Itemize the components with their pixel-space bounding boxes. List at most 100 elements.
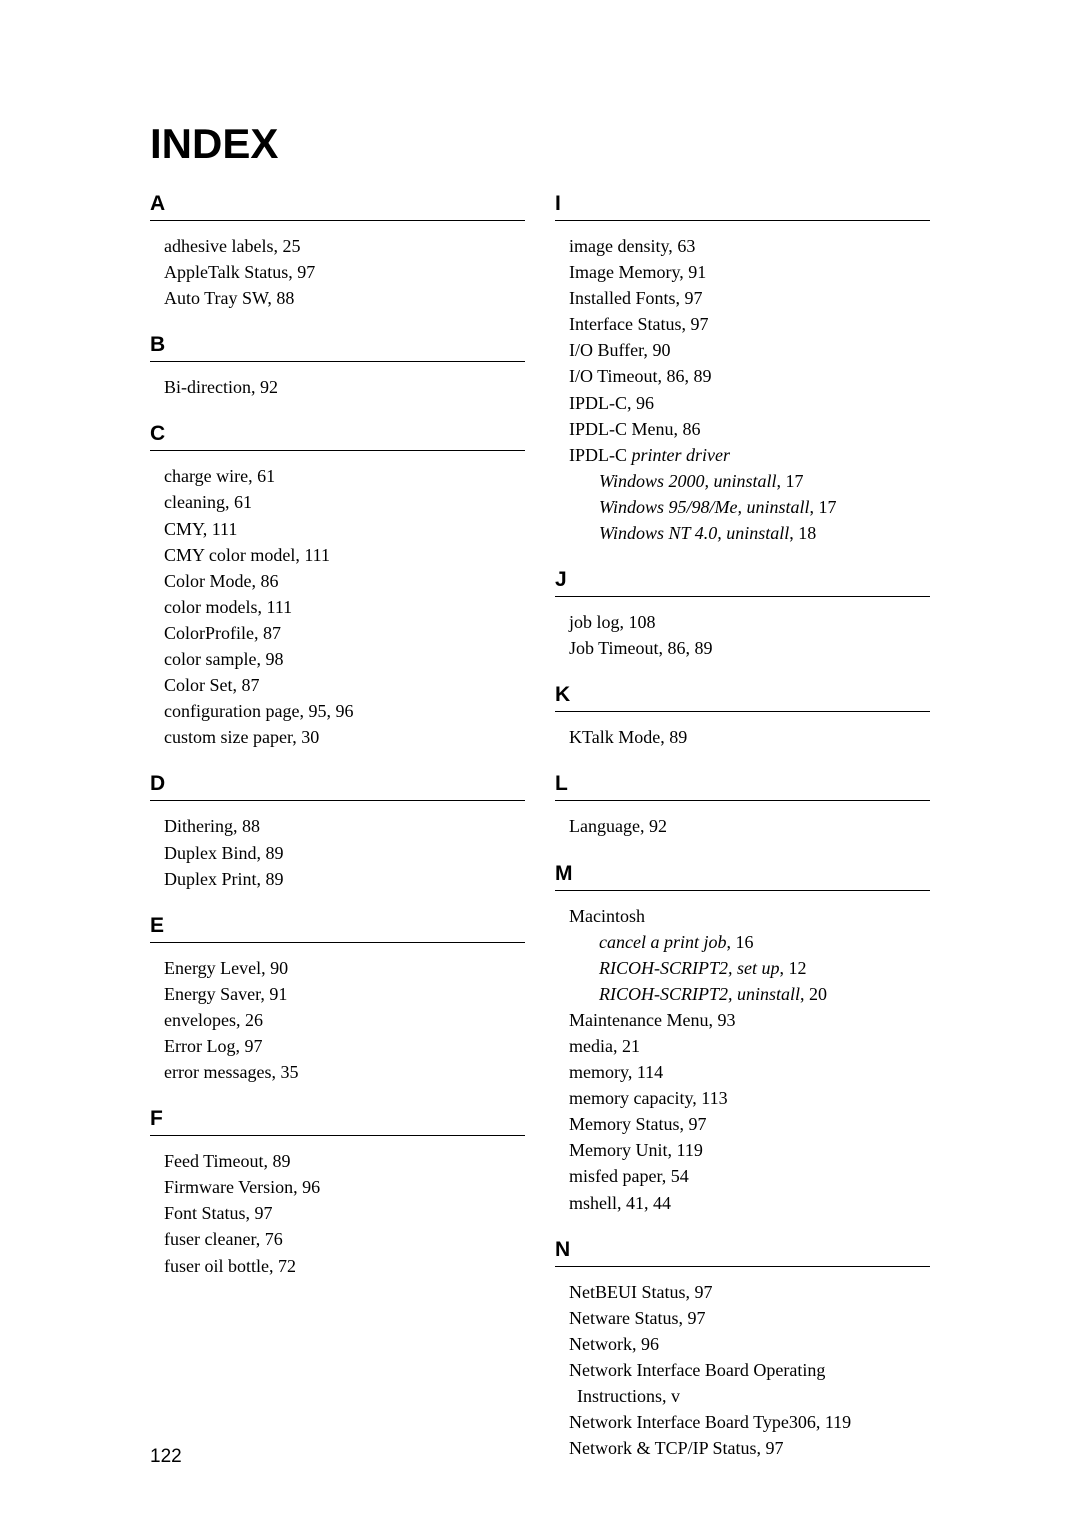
index-entry: color sample, 98 xyxy=(150,646,525,672)
index-entry: Interface Status, 97 xyxy=(555,311,930,337)
index-entry: Maintenance Menu, 93 xyxy=(555,1007,930,1033)
entry-text: media, xyxy=(569,1036,617,1056)
entry-sub-text: RICOH-SCRIPT2, uninstall xyxy=(599,984,800,1004)
entry-text: Font Status, xyxy=(164,1203,250,1223)
index-entry: charge wire, 61 xyxy=(150,463,525,489)
index-entry: misfed paper, 54 xyxy=(555,1163,930,1189)
entry-text: Firmware Version, xyxy=(164,1177,298,1197)
entry-text: Memory Unit, xyxy=(569,1140,672,1160)
section-letter: C xyxy=(150,422,525,451)
page-reference: 91 xyxy=(688,262,706,282)
entry-text: CMY, xyxy=(164,519,207,539)
index-entry: fuser cleaner, 76 xyxy=(150,1226,525,1252)
index-entry: CMY color model, 111 xyxy=(150,542,525,568)
entry-sub-text: cancel a print job xyxy=(599,932,726,952)
page-reference: 89 xyxy=(273,1151,291,1171)
entry-text: Duplex Print, xyxy=(164,869,261,889)
page-reference: 88 xyxy=(242,816,260,836)
left-column: Aadhesive labels, 25AppleTalk Status, 97… xyxy=(150,192,525,1483)
entry-text: Installed Fonts, xyxy=(569,288,680,308)
page-reference: 35 xyxy=(280,1062,298,1082)
page-reference: 93 xyxy=(717,1010,735,1030)
page-reference: 119 xyxy=(825,1412,851,1432)
entry-text: Macintosh xyxy=(569,906,645,926)
section-letter: N xyxy=(555,1238,930,1267)
entry-text: memory capacity, xyxy=(569,1088,697,1108)
entry-text: color models, xyxy=(164,597,262,617)
section-letter: M xyxy=(555,862,930,891)
entry-text: Maintenance Menu, xyxy=(569,1010,713,1030)
page-reference: 98 xyxy=(265,649,283,669)
page-reference: 97 xyxy=(297,262,315,282)
page-reference: 95, 96 xyxy=(308,701,353,721)
index-entry: cleaning, 61 xyxy=(150,489,525,515)
index-entry: NetBEUI Status, 97 xyxy=(555,1279,930,1305)
index-section: Jjob log, 108Job Timeout, 86, 89 xyxy=(555,568,930,661)
page-reference: 72 xyxy=(278,1256,296,1276)
page-title: INDEX xyxy=(150,120,930,168)
page-reference: 92 xyxy=(260,377,278,397)
index-entry: Color Mode, 86 xyxy=(150,568,525,594)
entry-sub-text: Windows 95/98/Me, uninstall xyxy=(599,497,810,517)
index-entry: Language, 92 xyxy=(555,813,930,839)
entry-text: Auto Tray SW, xyxy=(164,288,272,308)
index-entry: configuration page, 95, 96 xyxy=(150,698,525,724)
index-entry: IPDL-C Menu, 86 xyxy=(555,416,930,442)
entry-text: Network, xyxy=(569,1334,636,1354)
entry-italic-text: printer driver xyxy=(627,445,730,465)
entry-text: Netware Status, xyxy=(569,1308,683,1328)
entry-text: ColorProfile, xyxy=(164,623,259,643)
page-reference: 54 xyxy=(671,1166,689,1186)
section-letter: I xyxy=(555,192,930,221)
index-section: EEnergy Level, 90Energy Saver, 91envelop… xyxy=(150,914,525,1085)
page-reference: 89 xyxy=(266,869,284,889)
page-number: 122 xyxy=(150,1446,182,1468)
page-reference: 61 xyxy=(257,466,275,486)
index-entry: Bi-direction, 92 xyxy=(150,374,525,400)
index-entry: Job Timeout, 86, 89 xyxy=(555,635,930,661)
index-entry: memory, 114 xyxy=(555,1059,930,1085)
entry-text: Energy Level, xyxy=(164,958,266,978)
page-reference: 90 xyxy=(652,340,670,360)
entry-text: Image Memory, xyxy=(569,262,684,282)
index-section: Iimage density, 63 Image Memory, 91 Instal… xyxy=(555,192,930,546)
index-entry: envelopes, 26 xyxy=(150,1007,525,1033)
page-reference: 87 xyxy=(242,675,260,695)
page-reference: 89 xyxy=(669,727,687,747)
entry-text: Color Mode, xyxy=(164,571,256,591)
index-entry: ColorProfile, 87 xyxy=(150,620,525,646)
page-reference: 92 xyxy=(649,816,667,836)
index-entry: CMY, 111 xyxy=(150,516,525,542)
entry-text: Job Timeout, xyxy=(569,638,663,658)
page-reference: 30 xyxy=(301,727,319,747)
index-entry: Network Interface Board Operating xyxy=(555,1357,930,1383)
page-reference: 18 xyxy=(798,523,816,543)
section-letter: A xyxy=(150,192,525,221)
index-entry: RICOH-SCRIPT2, uninstall, 20 xyxy=(555,981,930,1007)
index-entry: Windows 95/98/Me, uninstall, 17 xyxy=(555,494,930,520)
entry-text: envelopes, xyxy=(164,1010,240,1030)
page-reference: 17 xyxy=(786,471,804,491)
entry-text: Duplex Bind, xyxy=(164,843,261,863)
index-section: FFeed Timeout, 89Firmware Version, 96Fon… xyxy=(150,1107,525,1278)
index-section: Ccharge wire, 61cleaning, 61CMY, 111CMY … xyxy=(150,422,525,750)
section-letter: B xyxy=(150,333,525,362)
entry-text: Energy Saver, xyxy=(164,984,265,1004)
index-entry: Error Log, 97 xyxy=(150,1033,525,1059)
index-entry: cancel a print job, 16 xyxy=(555,929,930,955)
index-entry: Windows NT 4.0, uninstall, 18 xyxy=(555,520,930,546)
entry-text: color sample, xyxy=(164,649,261,669)
index-entry: image density, 63 xyxy=(555,233,930,259)
page-reference: 97 xyxy=(244,1036,262,1056)
page-reference: v xyxy=(671,1386,680,1406)
index-entry: Energy Level, 90 xyxy=(150,955,525,981)
index-entry: mshell, 41, 44 xyxy=(555,1190,930,1216)
index-entry: Feed Timeout, 89 xyxy=(150,1148,525,1174)
page-reference: 91 xyxy=(269,984,287,1004)
entry-text: configuration page, xyxy=(164,701,304,721)
page-reference: 88 xyxy=(276,288,294,308)
index-entry: memory capacity, 113 xyxy=(555,1085,930,1111)
index-entry: Memory Status, 97 xyxy=(555,1111,930,1137)
index-entry: Auto Tray SW, 88 xyxy=(150,285,525,311)
section-letter: F xyxy=(150,1107,525,1136)
